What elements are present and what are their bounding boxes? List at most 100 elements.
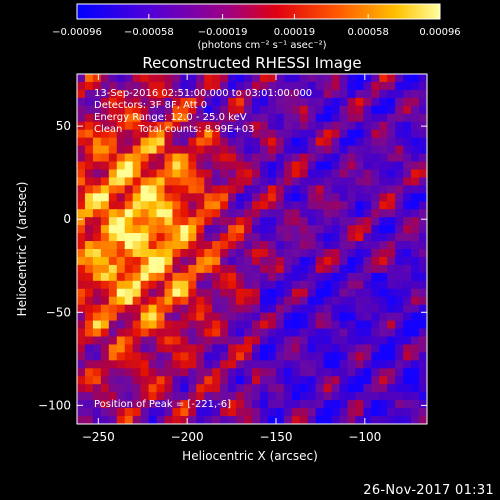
heatmap-cell bbox=[387, 169, 396, 178]
heatmap-cell bbox=[371, 177, 380, 186]
heatmap-cell bbox=[347, 105, 356, 115]
heatmap-cell bbox=[228, 392, 237, 401]
heatmap-cell bbox=[132, 416, 142, 424]
heatmap-cell bbox=[84, 201, 94, 210]
heatmap-cell bbox=[323, 233, 333, 242]
heatmap-cell bbox=[339, 74, 349, 83]
heatmap-cell bbox=[315, 256, 325, 266]
heatmap-cell bbox=[84, 81, 94, 91]
heatmap-cell bbox=[299, 272, 309, 282]
heatmap-cell bbox=[77, 233, 86, 242]
heatmap-cell bbox=[196, 249, 205, 258]
heatmap-cell bbox=[228, 217, 237, 226]
heatmap-cell bbox=[299, 296, 309, 306]
heatmap-cell bbox=[411, 137, 420, 147]
heatmap-cell bbox=[331, 408, 341, 417]
heatmap-cell bbox=[77, 312, 86, 322]
heatmap-cell bbox=[307, 416, 317, 424]
heatmap-cell bbox=[172, 241, 181, 250]
heatmap-cell bbox=[92, 328, 102, 338]
heatmap-cell bbox=[347, 89, 356, 99]
heatmap-cell bbox=[299, 233, 309, 242]
heatmap-cell bbox=[180, 201, 189, 210]
heatmap-cell bbox=[323, 145, 333, 155]
heatmap-cell bbox=[283, 121, 293, 131]
heatmap-cell bbox=[212, 368, 221, 377]
heatmap-cell bbox=[220, 384, 229, 393]
heatmap-cell bbox=[371, 129, 380, 139]
heatmap-cell bbox=[164, 97, 174, 107]
heatmap-cell bbox=[140, 129, 150, 139]
heatmap-cell bbox=[315, 352, 325, 361]
heatmap-cell bbox=[387, 121, 396, 131]
heatmap-cell bbox=[228, 193, 237, 202]
heatmap-cell bbox=[403, 153, 412, 163]
heatmap-cell bbox=[299, 288, 309, 298]
heatmap-cell bbox=[164, 304, 174, 314]
heatmap-cell bbox=[411, 352, 420, 361]
heatmap-cell bbox=[395, 352, 404, 361]
heatmap-cell bbox=[212, 328, 221, 338]
heatmap-cell bbox=[395, 74, 404, 83]
heatmap-cell bbox=[291, 272, 301, 282]
x-tick-label: −100 bbox=[348, 430, 381, 444]
heatmap-cell bbox=[403, 272, 412, 282]
heatmap-cell bbox=[212, 137, 221, 147]
heatmap-cell bbox=[140, 241, 150, 250]
heatmap-cell bbox=[331, 392, 341, 401]
heatmap-cell bbox=[299, 312, 309, 322]
heatmap-cell bbox=[371, 225, 380, 234]
heatmap-cell bbox=[371, 272, 380, 282]
heatmap-cell bbox=[411, 416, 420, 424]
heatmap-cell bbox=[244, 352, 253, 361]
heatmap-cell bbox=[379, 209, 388, 218]
heatmap-cell bbox=[331, 185, 341, 194]
heatmap-cell bbox=[355, 392, 364, 401]
heatmap-cell bbox=[267, 288, 277, 298]
heatmap-cell bbox=[92, 272, 102, 282]
heatmap-cell bbox=[180, 280, 189, 290]
heatmap-cell bbox=[172, 336, 181, 346]
heatmap-cell bbox=[100, 368, 110, 377]
heatmap-cell bbox=[259, 137, 269, 147]
heatmap-cell bbox=[283, 185, 293, 194]
heatmap-cell bbox=[148, 392, 158, 401]
heatmap-cell bbox=[220, 296, 229, 306]
heatmap-cell bbox=[411, 153, 420, 163]
heatmap-cell bbox=[212, 296, 221, 306]
heatmap-cell bbox=[116, 280, 126, 290]
heatmap-cell bbox=[132, 161, 142, 171]
heatmap-cell bbox=[204, 272, 213, 282]
heatmap-cell bbox=[267, 233, 277, 242]
heatmap-cell bbox=[259, 217, 269, 226]
y-tick-label: 0 bbox=[63, 212, 71, 226]
heatmap-cell bbox=[379, 81, 388, 91]
heatmap-cell bbox=[363, 169, 372, 178]
heatmap-cell bbox=[116, 105, 126, 115]
heatmap-cell bbox=[307, 217, 317, 226]
heatmap-cell bbox=[172, 161, 181, 171]
heatmap-cell bbox=[164, 193, 174, 202]
heatmap-cell bbox=[228, 209, 237, 218]
heatmap-cell bbox=[140, 153, 150, 163]
heatmap-cell bbox=[315, 137, 325, 147]
heatmap-cell bbox=[363, 304, 372, 314]
heatmap-cell bbox=[315, 74, 325, 83]
heatmap-cell bbox=[323, 392, 333, 401]
heatmap-cell bbox=[275, 280, 285, 290]
heatmap-cell bbox=[371, 193, 380, 202]
heatmap-cell bbox=[172, 249, 181, 258]
heatmap-cell bbox=[140, 360, 150, 369]
heatmap-cell bbox=[188, 408, 197, 417]
heatmap-cell bbox=[77, 416, 86, 424]
heatmap-cell bbox=[140, 193, 150, 202]
heatmap-cell bbox=[411, 384, 420, 393]
heatmap-cell bbox=[188, 296, 197, 306]
heatmap-cell bbox=[323, 193, 333, 202]
heatmap-cell bbox=[236, 376, 245, 385]
heatmap-cell bbox=[84, 344, 94, 353]
heatmap-cell bbox=[228, 272, 237, 282]
heatmap-cell bbox=[315, 169, 325, 178]
heatmap-cell bbox=[180, 312, 189, 322]
heatmap-cell bbox=[403, 129, 412, 139]
